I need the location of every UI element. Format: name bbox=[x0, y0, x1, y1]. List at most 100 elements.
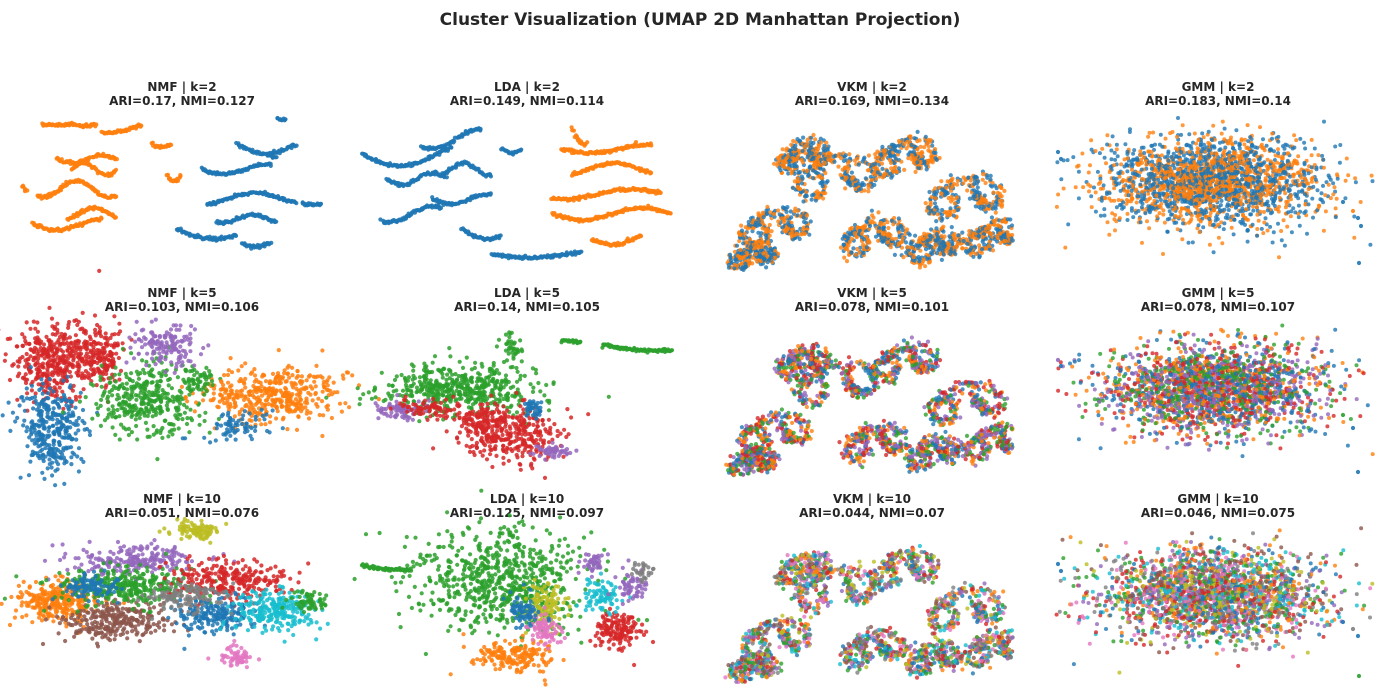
data-point bbox=[803, 144, 808, 149]
data-point bbox=[928, 138, 933, 143]
data-point bbox=[901, 255, 906, 260]
data-point bbox=[888, 245, 893, 250]
data-point bbox=[478, 126, 483, 132]
data-point bbox=[1112, 198, 1117, 203]
data-point bbox=[748, 249, 753, 254]
data-point bbox=[734, 243, 740, 248]
data-point bbox=[788, 209, 793, 214]
data-point bbox=[790, 185, 795, 190]
data-point bbox=[950, 241, 955, 246]
scatter-plot-nmf-k2 bbox=[20, 115, 324, 251]
data-point bbox=[760, 220, 765, 225]
data-point bbox=[849, 236, 854, 242]
data-point bbox=[318, 201, 324, 206]
data-point bbox=[807, 148, 812, 154]
data-point bbox=[866, 216, 871, 221]
data-point bbox=[772, 252, 777, 257]
data-point bbox=[913, 169, 918, 174]
data-point bbox=[890, 146, 895, 151]
data-point bbox=[952, 201, 957, 206]
data-point bbox=[824, 180, 829, 185]
data-point bbox=[884, 232, 889, 237]
data-point bbox=[1180, 237, 1185, 242]
data-point bbox=[438, 205, 444, 211]
data-point bbox=[932, 147, 938, 152]
data-point bbox=[1285, 224, 1290, 229]
data-point bbox=[935, 212, 940, 217]
data-point bbox=[838, 245, 844, 250]
data-point bbox=[888, 171, 893, 176]
data-point bbox=[1369, 173, 1374, 178]
data-point bbox=[776, 251, 781, 256]
data-point bbox=[927, 259, 932, 265]
data-point bbox=[1131, 151, 1136, 156]
figure-title: Cluster Visualization (UMAP 2D Manhattan… bbox=[0, 10, 1400, 30]
data-point bbox=[1331, 181, 1336, 186]
data-point bbox=[990, 180, 995, 186]
data-point bbox=[571, 128, 576, 133]
data-point bbox=[268, 163, 273, 168]
data-point bbox=[915, 139, 920, 144]
data-point bbox=[949, 225, 954, 230]
data-point bbox=[139, 123, 144, 128]
data-point bbox=[841, 242, 846, 247]
data-point bbox=[747, 237, 752, 242]
data-point bbox=[988, 173, 993, 178]
data-point bbox=[99, 215, 104, 220]
data-point bbox=[820, 176, 825, 181]
data-point bbox=[744, 250, 749, 255]
data-point bbox=[998, 231, 1003, 236]
data-point bbox=[995, 239, 1000, 244]
point-cloud bbox=[20, 115, 324, 251]
data-point bbox=[898, 223, 903, 228]
panel-gmm-k2: GMM | k=2 ARI=0.183, NMI=0.14 bbox=[1053, 80, 1383, 280]
data-point bbox=[1291, 206, 1296, 211]
data-point bbox=[754, 252, 759, 257]
panel-subtitle: ARI=0.149, NMI=0.114 bbox=[362, 94, 692, 108]
data-point bbox=[976, 234, 981, 239]
data-point bbox=[814, 165, 819, 170]
data-point bbox=[919, 150, 924, 155]
data-point bbox=[956, 207, 961, 212]
data-point bbox=[983, 180, 988, 186]
data-point bbox=[836, 164, 841, 169]
data-point bbox=[828, 154, 833, 159]
data-point bbox=[816, 174, 821, 179]
data-point bbox=[932, 201, 938, 206]
data-point bbox=[449, 145, 454, 150]
data-point bbox=[989, 215, 994, 220]
data-point bbox=[1093, 190, 1098, 195]
data-point bbox=[1165, 229, 1170, 234]
data-point bbox=[910, 153, 915, 158]
data-point bbox=[976, 229, 981, 234]
data-point bbox=[822, 143, 827, 148]
data-point bbox=[649, 170, 654, 175]
data-point bbox=[1201, 162, 1206, 167]
data-point bbox=[519, 147, 524, 152]
data-point bbox=[551, 212, 556, 217]
data-point bbox=[1138, 153, 1143, 158]
data-point bbox=[831, 154, 836, 159]
data-point bbox=[953, 237, 958, 242]
data-point bbox=[905, 245, 910, 250]
data-point bbox=[799, 181, 805, 186]
data-point bbox=[972, 181, 977, 186]
data-point bbox=[912, 144, 917, 149]
data-point bbox=[934, 226, 939, 231]
data-point bbox=[764, 226, 770, 231]
data-point bbox=[956, 233, 961, 238]
data-point bbox=[1292, 133, 1297, 138]
data-point bbox=[921, 236, 926, 241]
panel-title: NMF | k=2 bbox=[17, 80, 347, 94]
data-point bbox=[1147, 130, 1152, 135]
data-point bbox=[233, 233, 239, 238]
data-point bbox=[896, 143, 901, 148]
data-point bbox=[969, 238, 974, 243]
data-point bbox=[987, 239, 992, 244]
scatter-plot-lda-k2 bbox=[360, 125, 673, 261]
data-point bbox=[871, 162, 876, 167]
data-point bbox=[444, 175, 449, 180]
data-point bbox=[1321, 183, 1325, 188]
data-point bbox=[881, 218, 886, 223]
data-point bbox=[985, 175, 990, 180]
